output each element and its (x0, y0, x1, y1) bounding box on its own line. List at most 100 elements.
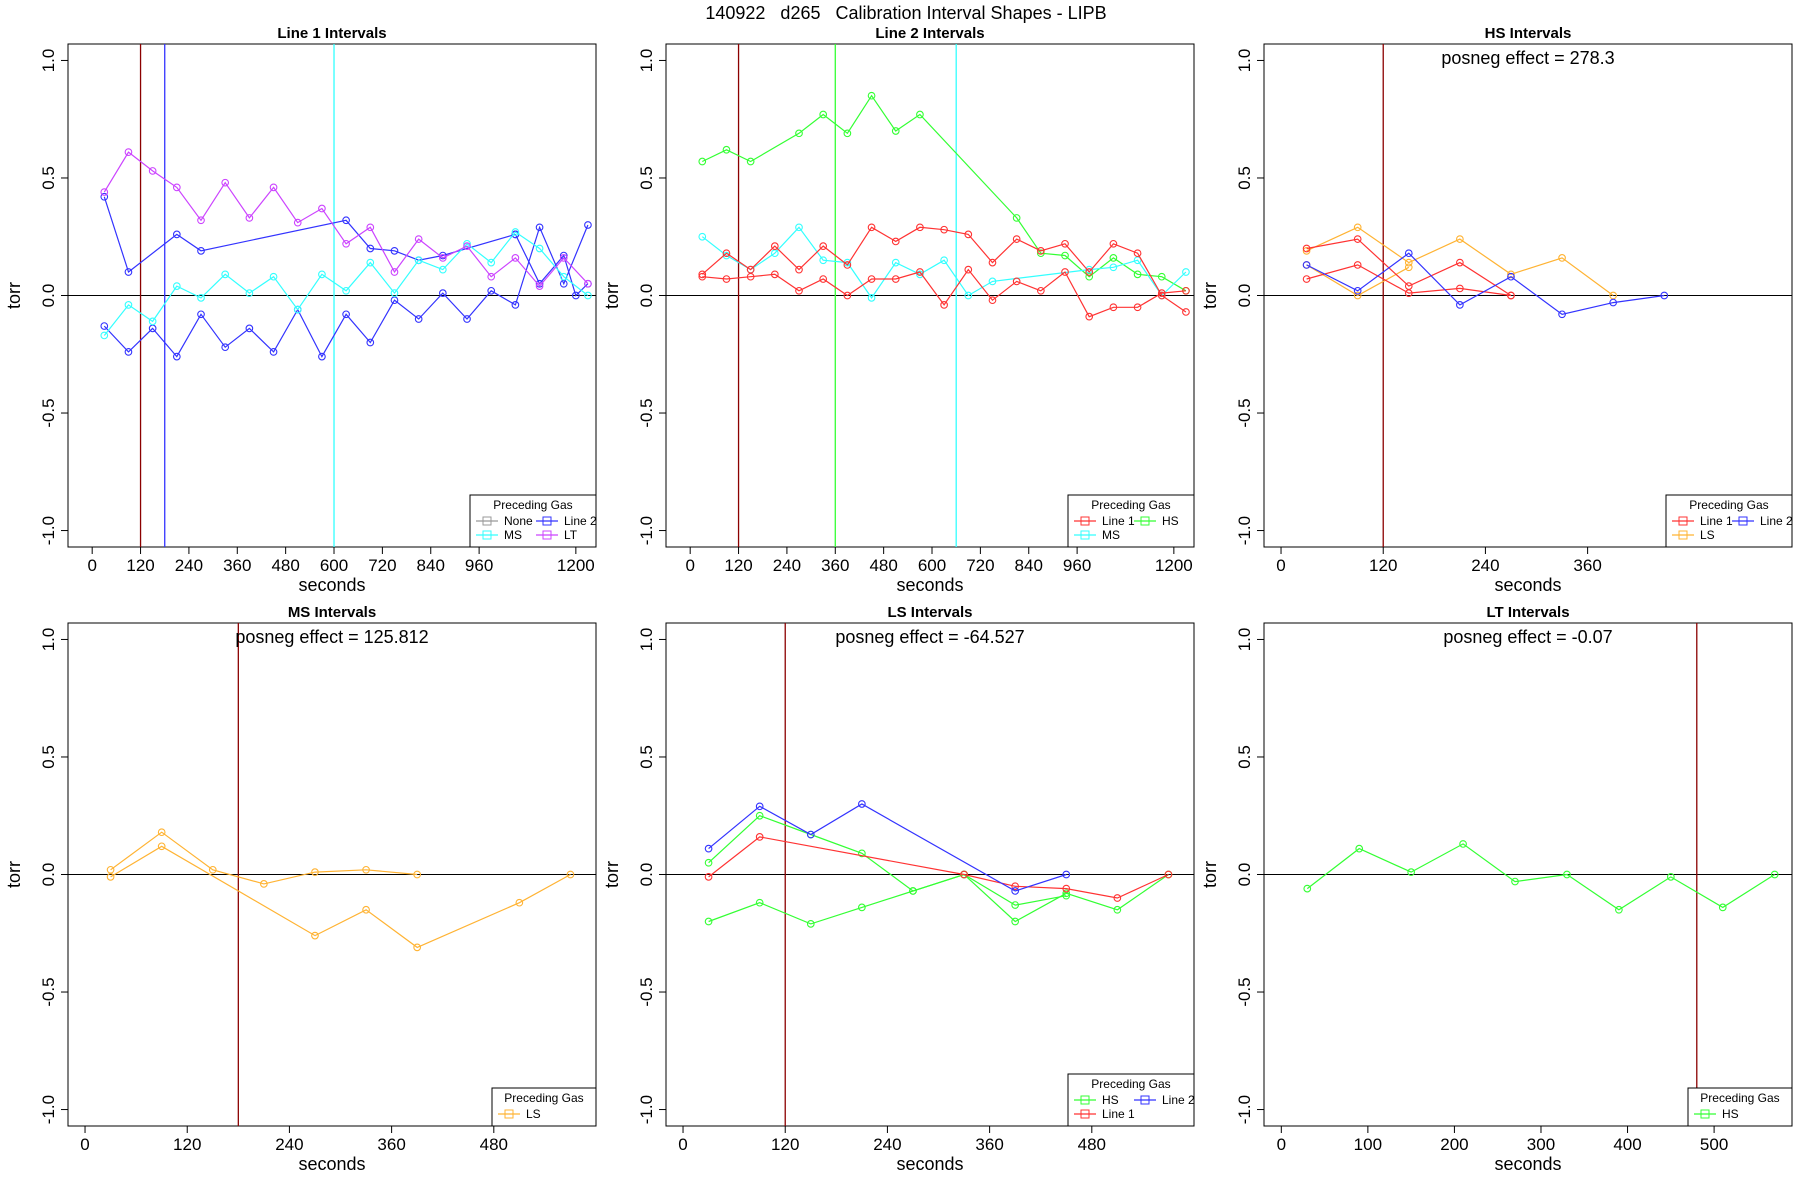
legend-swatch-marker (542, 530, 552, 540)
data-point (100, 192, 109, 201)
y-tick-label: 0.5 (39, 166, 58, 190)
data-point (535, 282, 544, 290)
y-axis-label: torr (602, 861, 622, 888)
data-point (197, 310, 205, 319)
legend: Preceding Gas Line 1 HS MS (1067, 494, 1195, 548)
legend-box (491, 1087, 597, 1127)
data-point (1404, 249, 1413, 258)
data-point (414, 315, 423, 323)
data-point (795, 223, 803, 232)
legend-swatch-marker (1080, 516, 1090, 526)
posneg-annotation: posneg effect = -64.527 (835, 627, 1024, 647)
data-point (964, 265, 973, 274)
data-point (1355, 844, 1364, 853)
x-tick-label: 300 (1527, 1135, 1555, 1154)
data-point (124, 301, 133, 309)
data-point (1303, 884, 1312, 893)
legend-entry-label: HS (1102, 1093, 1119, 1107)
data-point (1011, 882, 1020, 891)
legend-swatch-marker (1080, 1109, 1090, 1119)
data-point (964, 291, 973, 300)
data-point (819, 110, 828, 119)
series-line (1306, 264, 1512, 297)
x-tick-label: 960 (465, 556, 493, 575)
y-tick-label: 0.0 (1235, 284, 1254, 308)
data-point (1182, 286, 1190, 295)
data-point (100, 188, 109, 196)
data-point (366, 223, 375, 232)
data-point (1085, 268, 1094, 276)
data-point (172, 352, 181, 361)
plot-area (666, 44, 1194, 547)
data-point (867, 91, 876, 100)
data-point (172, 282, 181, 290)
y-tick-label: -0.5 (39, 977, 58, 1006)
data-point (197, 216, 205, 225)
data-point (566, 870, 575, 879)
data-point (1164, 870, 1173, 879)
series-line (110, 845, 571, 949)
series-line (103, 224, 589, 358)
data-point (342, 310, 350, 319)
x-axis-label: seconds (896, 1154, 963, 1174)
y-axis-label: torr (4, 861, 24, 888)
data-point (891, 127, 900, 135)
data-point (1011, 901, 1020, 909)
data-point (487, 286, 496, 295)
data-point (571, 291, 580, 300)
data-point (916, 270, 924, 279)
series-line (1306, 238, 1512, 297)
x-tick-label: 960 (1063, 556, 1091, 575)
data-point (342, 286, 350, 295)
data-point (293, 218, 302, 227)
data-point (795, 286, 803, 295)
data-point (269, 348, 278, 356)
y-axis-label: torr (4, 282, 24, 309)
legend-entry-label: Line 2 (564, 514, 597, 528)
posneg-annotation: posneg effect = 278.3 (1441, 48, 1614, 68)
series-line (103, 231, 589, 336)
data-point (106, 873, 115, 881)
data-point (806, 830, 815, 839)
data-point (940, 301, 948, 309)
y-tick-label: 1.0 (637, 628, 656, 652)
data-point (867, 294, 876, 302)
legend: Preceding Gas HS Line 2 Line 1 (1067, 1073, 1195, 1127)
y-tick-label: 0.5 (39, 745, 58, 769)
x-tick-label: 0 (685, 556, 694, 575)
y-tick-label: 1.0 (39, 628, 58, 652)
legend: Preceding Gas HS (1687, 1087, 1793, 1127)
y-tick-label: 0.0 (637, 284, 656, 308)
x-tick-label: 720 (368, 556, 396, 575)
data-point (1666, 873, 1675, 881)
data-point (1456, 258, 1464, 267)
data-point (1353, 286, 1362, 295)
legend-title: Preceding Gas (1700, 1091, 1779, 1105)
legend-swatch-marker (1080, 530, 1090, 540)
data-point (515, 898, 524, 907)
data-point (1507, 270, 1515, 279)
posneg-annotation: posneg effect = -0.07 (1443, 627, 1612, 647)
legend-entry-label: LT (564, 528, 578, 542)
y-tick-label: -1.0 (637, 516, 656, 545)
data-point (1061, 251, 1069, 260)
data-point (1353, 223, 1362, 232)
y-tick-label: 1.0 (1235, 628, 1254, 652)
x-tick-label: 0 (678, 1135, 687, 1154)
series-line (708, 836, 1169, 899)
data-point (148, 167, 157, 175)
data-point (1182, 268, 1190, 276)
y-tick-label: 0.5 (1235, 745, 1254, 769)
data-point (1036, 246, 1045, 255)
data-point (1511, 877, 1519, 886)
y-tick-label: -0.5 (637, 977, 656, 1006)
x-tick-label: 120 (724, 556, 752, 575)
data-point (318, 270, 326, 279)
plot-area (68, 623, 596, 1126)
data-point (245, 289, 254, 297)
data-point (746, 272, 755, 281)
y-tick-label: 1.0 (1235, 49, 1254, 73)
x-tick-label: 500 (1700, 1135, 1728, 1154)
data-point (511, 228, 520, 236)
y-tick-label: -0.5 (39, 398, 58, 427)
